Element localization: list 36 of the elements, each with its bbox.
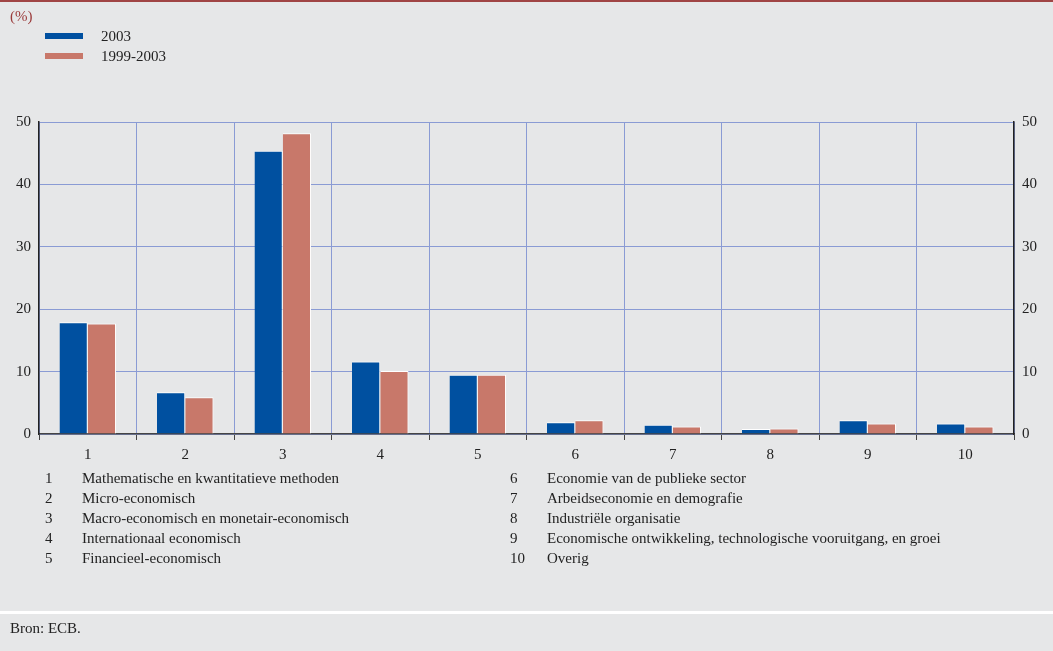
y2-tick-label: 20 [1022,300,1037,317]
text: 1 Mathematische en kwantitatieve methoden [45,470,339,486]
y2-tick-label: 10 [1022,362,1037,379]
text: 5 Financieel-economisch [45,550,222,566]
text: 2 Micro-economisch [45,490,196,506]
y-tick-label: 0 [23,424,31,441]
text: 10 Overig [510,550,589,566]
x-tick-label: 9 [864,445,872,462]
x-tick-label: 8 [766,445,774,462]
y2-tick-label: 40 [1022,175,1037,192]
y2-tick-label: 0 [1022,424,1030,441]
y-tick-label: 10 [16,362,31,379]
x-tick-label: 1 [84,445,92,462]
x-tick-label: 5 [474,445,482,462]
legend-label: 1999-2003 [101,47,166,65]
x-tick-label: 4 [376,445,385,462]
y-tick-label: 50 [16,112,31,129]
y2-tick-label: 50 [1022,112,1037,129]
text: 6 Economie van de publieke sector [510,470,747,486]
x-tick-label: 7 [669,445,677,462]
text: 3 Macro-economisch en monetair-economisch [45,510,350,526]
x-tick-label: 3 [279,445,287,462]
legend-label: 2003 [101,27,131,45]
x-tick-label: 6 [571,445,580,462]
y-tick-label: 40 [16,175,31,192]
x-tick-label: 2 [181,445,189,462]
text: Bron: ECB. [10,620,81,637]
y2-tick-label: 30 [1022,237,1037,254]
x-tick-label: 10 [957,445,973,462]
text: 7 Arbeidseconomie en demografie [510,490,743,506]
text: 9 Economische ontwikkeling, technologische vooruitgang, en groei [510,530,941,546]
text: 4 Internationaal economisch [45,530,241,546]
y-tick-label: 30 [16,237,31,254]
text: (%) [10,8,33,25]
y-tick-label: 20 [16,300,31,317]
text: 8 Industriële organisatie [510,510,681,526]
